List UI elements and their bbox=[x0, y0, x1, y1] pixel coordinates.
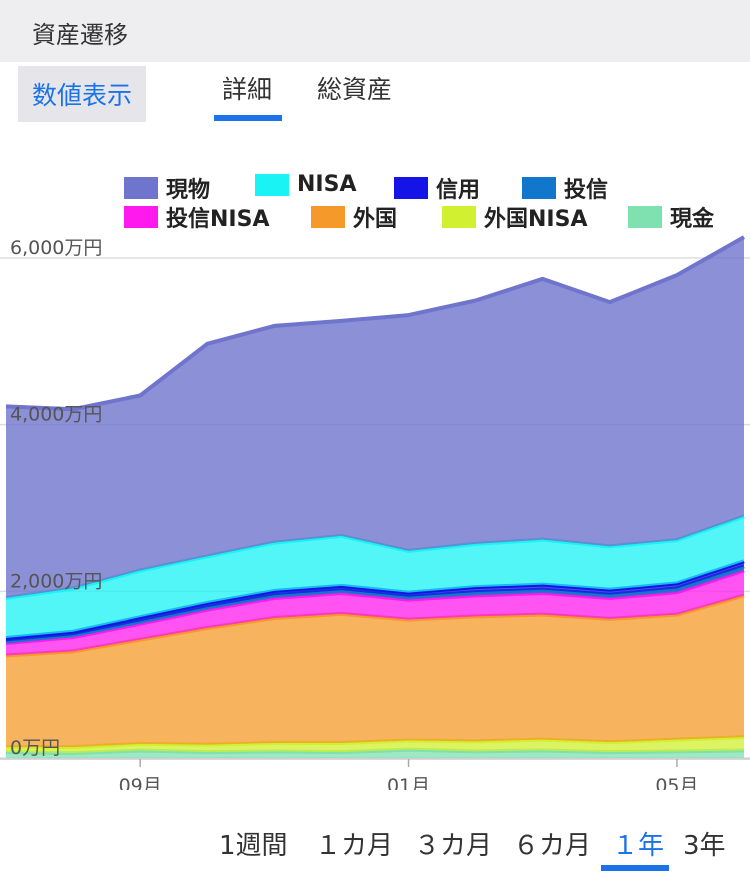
active-range-indicator bbox=[601, 865, 669, 871]
legend-label: 投信NISA bbox=[166, 207, 270, 232]
legend-item-gaikoku-nisa: 外国NISA bbox=[442, 201, 587, 233]
x-tick-label: 01月 bbox=[387, 775, 430, 790]
legend-label: 外国 bbox=[353, 207, 398, 232]
tab-detail[interactable]: 詳細 bbox=[222, 75, 273, 104]
page-title: 資産遷移 bbox=[32, 21, 128, 49]
area-series-6 bbox=[6, 516, 744, 638]
legend-swatch bbox=[255, 173, 289, 196]
area-series-5 bbox=[6, 561, 744, 642]
header-bar: 資産遷移 bbox=[0, 0, 750, 62]
legend-swatch bbox=[522, 177, 556, 199]
x-tick-label: 05月 bbox=[655, 775, 698, 790]
y-tick-label: 6,000万円 bbox=[10, 237, 102, 259]
legend-swatch bbox=[124, 206, 158, 228]
legend-item-genbutsu: 現物 bbox=[124, 172, 210, 204]
y-tick-label: 2,000万円 bbox=[10, 570, 102, 592]
legend-item-gaikoku: 外国 bbox=[311, 201, 397, 233]
numeric-display-button[interactable]: 数値表示 bbox=[18, 66, 146, 122]
area-series-3 bbox=[6, 570, 744, 656]
line-series-7 bbox=[5, 235, 745, 412]
legend-label: 現物 bbox=[166, 178, 211, 203]
legend-item-toushin: 投信 bbox=[522, 172, 608, 204]
legend-swatch bbox=[628, 206, 662, 228]
x-tick-label: 09月 bbox=[119, 775, 162, 790]
legend-swatch bbox=[124, 177, 158, 199]
y-tick-label: 0万円 bbox=[10, 737, 60, 759]
range-tab-3months[interactable]: ３カ月 bbox=[414, 831, 493, 861]
asset-stacked-area-chart: 0万円 2,000万円 4,000万円 6,000万円 09月 01月 05月 bbox=[0, 235, 750, 790]
y-tick-label: 4,000万円 bbox=[10, 404, 102, 426]
range-tab-3years[interactable]: 3年 bbox=[683, 831, 726, 861]
active-tab-indicator bbox=[214, 115, 282, 121]
area-series-2 bbox=[6, 595, 744, 748]
range-tab-6months[interactable]: ６カ月 bbox=[513, 831, 592, 861]
legend-label: 信用 bbox=[436, 178, 481, 203]
legend-swatch bbox=[311, 206, 345, 228]
range-tab-1week[interactable]: 1週間 bbox=[219, 831, 288, 861]
legend-label: 外国NISA bbox=[484, 207, 588, 232]
tab-total-assets[interactable]: 総資産 bbox=[317, 75, 393, 104]
range-tab-1year[interactable]: １年 bbox=[612, 831, 665, 861]
legend-swatch bbox=[394, 177, 428, 199]
legend-label: NISA bbox=[297, 172, 357, 197]
legend-label: 投信 bbox=[564, 178, 609, 203]
area-series-7 bbox=[6, 237, 744, 598]
legend-item-nisa: NISA bbox=[255, 172, 356, 197]
legend-swatch bbox=[442, 206, 476, 228]
range-tab-1month[interactable]: １カ月 bbox=[315, 831, 394, 861]
legend-item-shinyo: 信用 bbox=[394, 172, 480, 204]
legend-item-genkin: 現金 bbox=[628, 201, 714, 233]
line-series-0 bbox=[5, 747, 745, 755]
legend-label: 現金 bbox=[670, 207, 715, 232]
legend-item-toushin-nisa: 投信NISA bbox=[124, 201, 269, 233]
